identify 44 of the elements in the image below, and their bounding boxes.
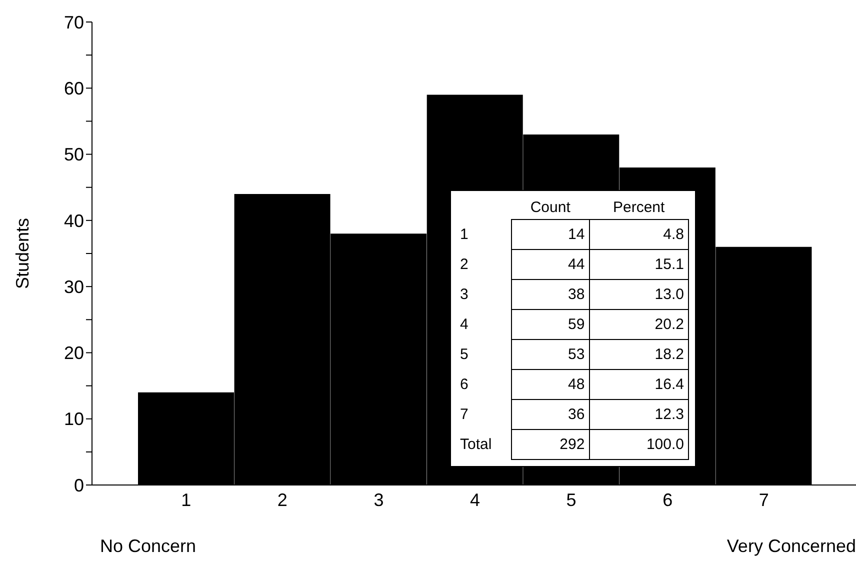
annotation: 14 — [512, 219, 590, 249]
annotation: 12.3 — [589, 399, 688, 429]
category-label: 6 — [460, 376, 468, 392]
annotation: 53 — [512, 339, 590, 369]
text: Very Concerned — [726, 536, 856, 557]
y-axis-title: Students — [12, 218, 32, 290]
annotation: 36 — [512, 399, 590, 429]
annotation: 38 — [512, 279, 590, 309]
x-tick-label: 5 — [566, 490, 576, 510]
y-tick-label: 30 — [64, 276, 84, 297]
category-label: 4 — [460, 316, 468, 332]
annotation: 59 — [512, 309, 590, 339]
category-label: 5 — [460, 346, 468, 362]
annotation: 292 — [512, 429, 590, 459]
x-tick-label: 6 — [662, 490, 673, 510]
y-tick-label: 20 — [64, 343, 84, 364]
x-tick-label: 1 — [181, 490, 192, 510]
x-tick-label: 7 — [758, 490, 769, 510]
annotation: Percent — [612, 198, 666, 218]
annotation: Count — [529, 198, 572, 218]
y-tick-label: 60 — [64, 78, 84, 99]
annotation: 100.0 — [589, 429, 688, 459]
annotation: 18.2 — [589, 339, 688, 369]
text: No Concern — [100, 536, 196, 557]
annotation: 4.8 — [589, 219, 688, 249]
y-tick-label: 50 — [64, 144, 84, 165]
x-tick-label: 4 — [470, 490, 480, 510]
y-tick-label: 10 — [64, 409, 84, 430]
x-tick-label: 2 — [277, 490, 288, 510]
annotation: 15.1 — [589, 249, 688, 279]
annotation: Total — [459, 434, 493, 454]
category-label: 1 — [460, 226, 468, 242]
annotation: 44 — [512, 249, 590, 279]
category-label: 3 — [460, 286, 468, 302]
category-label: 7 — [460, 406, 468, 422]
y-tick-label: 70 — [64, 12, 84, 32]
y-tick-label: 40 — [64, 210, 84, 231]
annotation: 48 — [512, 369, 590, 399]
annotation: 13.0 — [589, 279, 688, 309]
annotation: 20.2 — [589, 309, 688, 339]
annotation: 16.4 — [589, 369, 688, 399]
y-tick-label: 0 — [74, 475, 84, 496]
x-tick-label: 3 — [374, 490, 384, 510]
category-label: 2 — [460, 256, 468, 272]
